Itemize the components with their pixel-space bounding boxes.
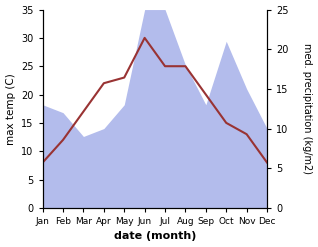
Y-axis label: med. precipitation (kg/m2): med. precipitation (kg/m2) <box>302 43 313 174</box>
Y-axis label: max temp (C): max temp (C) <box>5 73 16 144</box>
X-axis label: date (month): date (month) <box>114 231 196 242</box>
